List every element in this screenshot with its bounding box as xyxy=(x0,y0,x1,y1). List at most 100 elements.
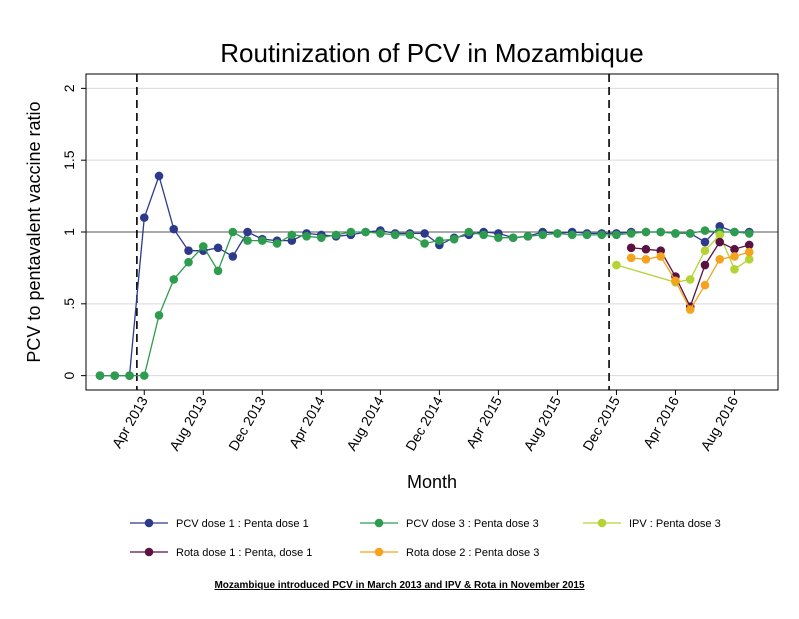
data-point xyxy=(538,230,547,240)
legend-label: Rota dose 2 : Penta dose 3 xyxy=(406,547,539,559)
y-tick-label: .5 xyxy=(61,298,77,310)
data-point xyxy=(154,171,164,181)
data-point xyxy=(641,227,651,237)
data-point xyxy=(420,239,429,248)
data-point xyxy=(671,276,680,286)
data-point xyxy=(287,230,297,240)
data-point xyxy=(361,227,370,237)
data-point xyxy=(213,266,223,276)
data-point xyxy=(685,229,695,238)
data-point xyxy=(715,237,725,247)
data-point xyxy=(213,243,223,253)
x-tick-label: Dec 2014 xyxy=(402,393,446,453)
data-point xyxy=(685,275,695,284)
data-point xyxy=(258,236,267,245)
legend-marker xyxy=(144,518,154,528)
data-point xyxy=(715,230,725,240)
data-point xyxy=(228,227,238,237)
x-tick-label: Aug 2015 xyxy=(520,393,564,453)
plot-frame xyxy=(85,73,779,391)
data-point xyxy=(449,234,459,244)
data-point xyxy=(331,230,341,240)
data-point xyxy=(700,226,710,235)
data-point xyxy=(626,243,636,253)
data-point xyxy=(523,232,533,241)
data-point xyxy=(110,371,120,380)
data-point xyxy=(479,230,488,240)
data-point xyxy=(567,230,577,240)
y-tick-label: 1 xyxy=(61,228,77,236)
data-point xyxy=(700,280,710,290)
x-tick-label: Apr 2015 xyxy=(463,393,505,450)
x-tick-label: Aug 2014 xyxy=(343,393,387,453)
x-tick-label: Aug 2013 xyxy=(166,393,210,453)
x-tick-label: Apr 2016 xyxy=(640,393,682,450)
series-line xyxy=(100,229,750,377)
data-point xyxy=(420,229,429,238)
data-point xyxy=(243,236,252,245)
data-point xyxy=(612,260,621,270)
data-point xyxy=(184,257,193,267)
y-tick-label: 2 xyxy=(61,84,77,92)
footnote: Mozambique introduced PCV in March 2013 … xyxy=(214,580,585,591)
data-point xyxy=(302,232,311,241)
data-point xyxy=(139,371,149,380)
data-point xyxy=(553,229,562,238)
data-point xyxy=(744,247,754,257)
data-point xyxy=(169,275,179,284)
data-point xyxy=(626,229,636,238)
data-point xyxy=(169,224,179,234)
data-point xyxy=(508,233,518,243)
data-point xyxy=(139,213,149,222)
data-point xyxy=(243,227,252,237)
data-point xyxy=(272,239,282,248)
data-point xyxy=(700,246,710,255)
data-point xyxy=(730,227,739,237)
data-point xyxy=(154,311,164,320)
data-point xyxy=(612,230,621,240)
y-axis-title: PCV to pentavalent vaccine ratio xyxy=(24,101,44,362)
legend-marker xyxy=(144,547,154,557)
x-tick-label: Dec 2015 xyxy=(579,393,623,453)
data-point xyxy=(228,252,238,261)
legend-marker xyxy=(374,547,384,557)
data-point xyxy=(700,260,710,270)
legend-label: IPV : Penta dose 3 xyxy=(629,518,721,530)
data-point xyxy=(95,371,105,380)
legend-marker xyxy=(374,518,384,528)
data-point xyxy=(582,230,592,240)
data-point xyxy=(198,242,208,251)
data-point xyxy=(656,227,666,237)
y-tick-label: 0 xyxy=(61,372,77,380)
data-point xyxy=(405,230,415,240)
x-axis-title: Month xyxy=(407,472,457,492)
x-tick-label: Apr 2013 xyxy=(109,393,151,450)
data-point xyxy=(744,254,754,264)
data-point xyxy=(626,253,636,263)
data-point xyxy=(730,265,739,274)
data-point xyxy=(317,233,326,243)
data-point xyxy=(376,229,385,238)
y-tick-label: 1.5 xyxy=(61,150,77,170)
data-point xyxy=(125,371,134,380)
x-tick-label: Dec 2013 xyxy=(225,393,269,453)
data-point xyxy=(464,227,474,237)
data-point xyxy=(700,237,710,247)
legend-marker xyxy=(597,518,607,528)
data-point xyxy=(641,254,651,264)
data-point xyxy=(730,244,739,254)
legend: PCV dose 1 : Penta dose 1 PCV dose 3 : Pe… xyxy=(130,518,721,559)
data-point xyxy=(641,244,651,254)
data-point xyxy=(744,240,754,250)
data-point xyxy=(390,230,400,240)
legend-label: PCV dose 1 : Penta dose 1 xyxy=(176,518,309,530)
data-point xyxy=(656,252,666,261)
x-tick-label: Aug 2016 xyxy=(697,393,741,453)
legend-label: Rota dose 1 : Penta, dose 1 xyxy=(176,547,312,559)
data-point xyxy=(671,229,680,238)
data-point xyxy=(744,229,754,238)
data-point xyxy=(685,305,695,314)
plot-area: 0 .5 1 1.5 2 Apr 2013 Aug 2013 Dec 2013 Apr 2014… xyxy=(61,73,779,453)
data-point xyxy=(597,230,606,240)
